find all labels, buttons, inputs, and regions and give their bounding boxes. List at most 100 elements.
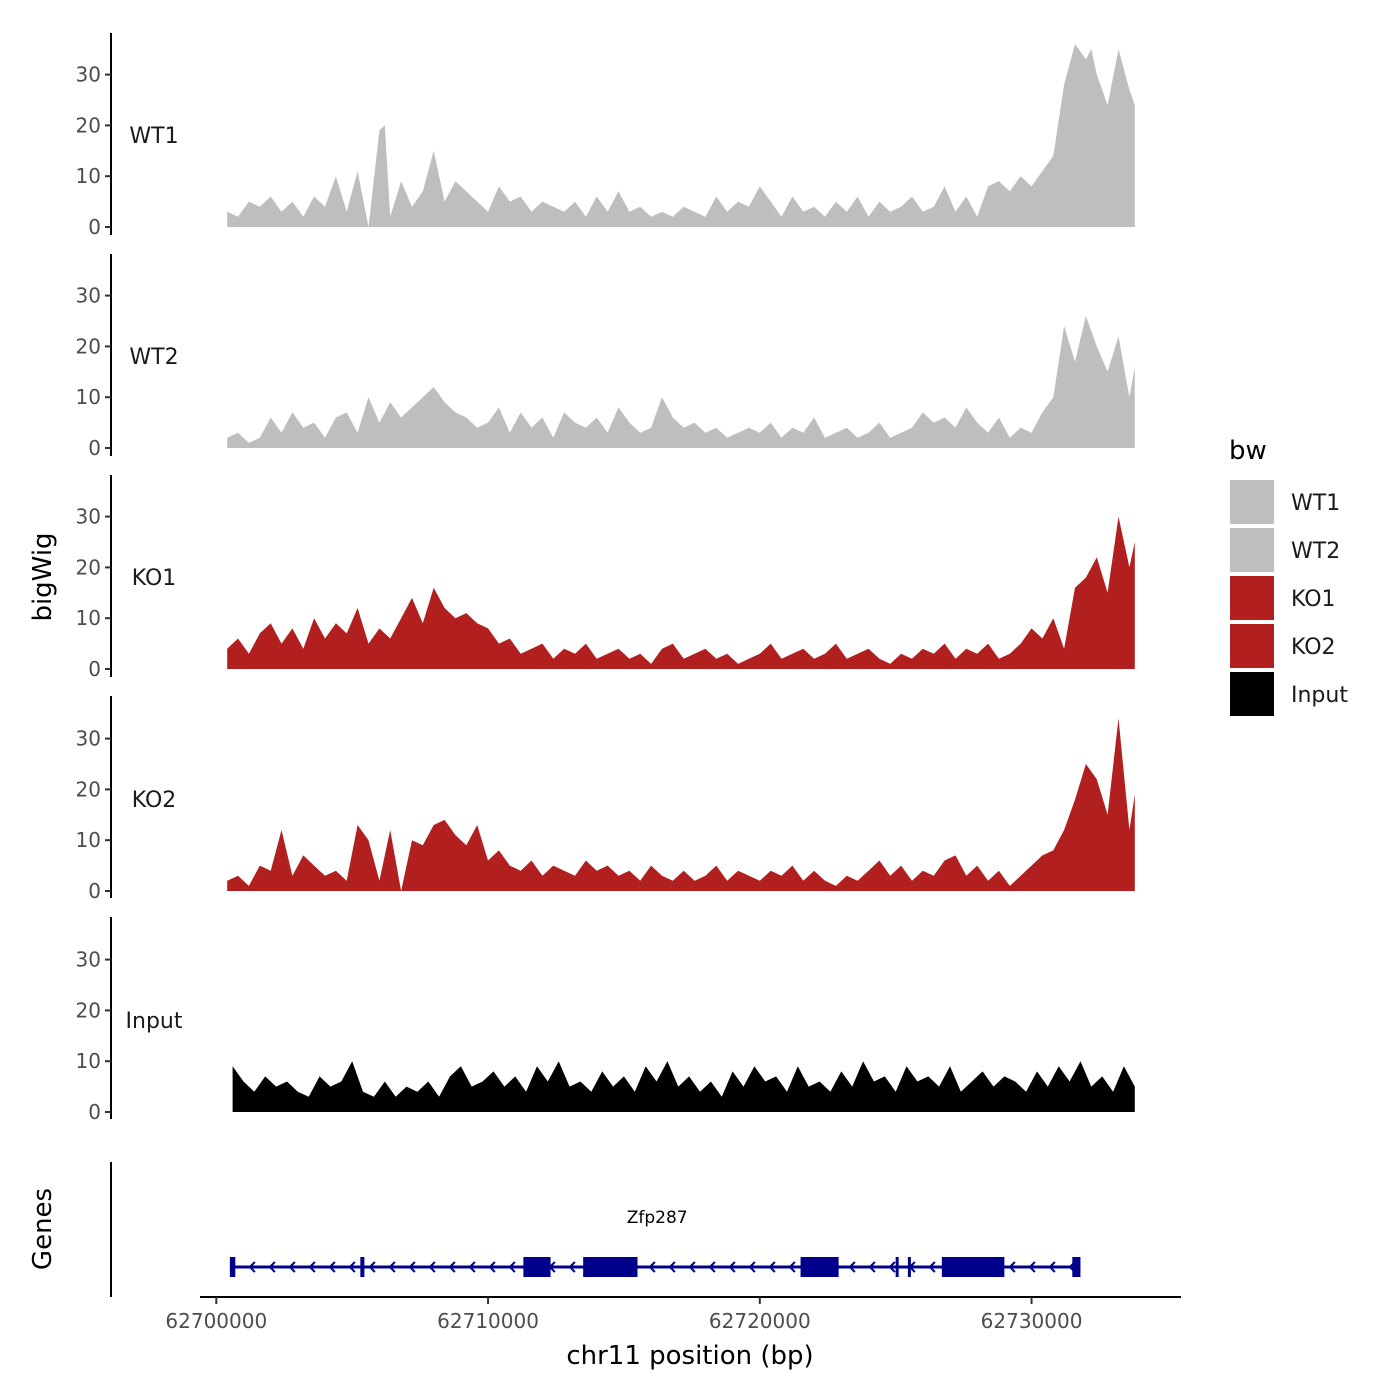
gene-models: Zfp287 <box>229 1208 1081 1277</box>
strand-arrow <box>848 1261 856 1273</box>
legend-swatch <box>1230 672 1274 716</box>
strand-arrow <box>268 1261 276 1273</box>
genes-track-title: Genes <box>28 1188 58 1270</box>
y-tick-label: 20 <box>76 334 101 358</box>
y-tick-label: 0 <box>88 1100 101 1124</box>
track-label-ko2: KO2 <box>132 788 177 813</box>
strand-arrow <box>468 1261 476 1273</box>
y-tick-label: 20 <box>76 555 101 579</box>
y-tick-label: 30 <box>76 727 101 751</box>
strand-arrow <box>308 1261 316 1273</box>
legend-item-input: Input <box>1230 672 1348 716</box>
x-tick-label: 62700000 <box>165 1309 267 1333</box>
strand-arrow <box>1028 1261 1036 1273</box>
strand-arrow <box>648 1261 656 1273</box>
legend-item-ko1: KO1 <box>1230 576 1336 620</box>
x-axis: 62700000 62710000 62720000 62730000 chr11 p… <box>165 1296 1181 1371</box>
x-axis-title: chr11 position (bp) <box>566 1341 813 1371</box>
track-wt2: 0 10 20 30 WT2 <box>76 254 1135 460</box>
legend-item-wt2: WT2 <box>1230 528 1340 572</box>
strand-arrow <box>668 1261 676 1273</box>
strand-arrow <box>708 1261 716 1273</box>
legend-swatch <box>1230 624 1274 668</box>
strand-arrow <box>748 1261 756 1273</box>
legend-swatch <box>1230 528 1274 572</box>
strand-arrow <box>1048 1261 1056 1273</box>
strand-arrow <box>328 1261 336 1273</box>
signal-area-ko1 <box>227 516 1135 669</box>
y-tick-label: 20 <box>76 113 101 137</box>
strand-arrow <box>928 1261 936 1273</box>
y-tick-label: 10 <box>76 828 101 852</box>
gene-exon <box>895 1257 899 1277</box>
y-tick-label: 10 <box>76 164 101 188</box>
strand-arrow <box>868 1261 876 1273</box>
strand-arrow <box>768 1261 776 1273</box>
track-label-input: Input <box>126 1009 183 1034</box>
legend-label: Input <box>1291 683 1348 708</box>
x-tick-label: 62720000 <box>709 1309 811 1333</box>
signal-area-ko2 <box>227 718 1135 891</box>
y-tick-label: 10 <box>76 385 101 409</box>
track-label-ko1: KO1 <box>132 566 177 591</box>
legend-label: KO2 <box>1291 635 1336 660</box>
strand-arrow <box>688 1261 696 1273</box>
strand-arrow <box>368 1261 376 1273</box>
legend-items: WT1 WT2 KO1 KO2 Input <box>1230 480 1348 716</box>
track-ko1: 0 10 20 30 KO1 <box>76 475 1135 681</box>
y-tick-label: 0 <box>88 436 101 460</box>
strand-arrow <box>248 1261 256 1273</box>
y-tick-label: 30 <box>76 63 101 87</box>
signal-area-wt1 <box>227 44 1135 227</box>
legend: bw WT1 WT2 KO1 KO2 Input <box>1229 436 1348 716</box>
y-tick-label: 0 <box>88 657 101 681</box>
strand-arrow <box>728 1261 736 1273</box>
x-tick-label: 62710000 <box>437 1309 539 1333</box>
legend-swatch <box>1230 576 1274 620</box>
strand-arrow <box>388 1261 396 1273</box>
y-axis-title: bigWig <box>28 532 58 621</box>
strand-arrow <box>1008 1261 1016 1273</box>
strand-arrow <box>888 1261 896 1273</box>
legend-label: WT2 <box>1291 539 1340 564</box>
y-tick-label: 10 <box>76 1049 101 1073</box>
strand-arrow <box>428 1261 436 1273</box>
y-tick-label: 0 <box>88 215 101 239</box>
track-input: 0 10 20 30 Input <box>76 917 1135 1124</box>
legend-title: bw <box>1229 436 1267 466</box>
y-tick-label: 20 <box>76 998 101 1022</box>
y-tick-label: 30 <box>76 284 101 308</box>
track-wt1: 0 10 20 30 WT1 <box>76 33 1135 239</box>
legend-item-ko2: KO2 <box>1230 624 1336 668</box>
gene-zfp287: Zfp287 <box>229 1208 1081 1277</box>
gene-exon <box>229 1257 236 1277</box>
strand-arrow <box>568 1261 576 1273</box>
gene-exon <box>1072 1257 1081 1277</box>
genes-panel: Genes Zfp287 <box>28 1162 1081 1297</box>
strand-arrow <box>488 1261 496 1273</box>
y-tick-label: 0 <box>88 879 101 903</box>
strand-arrow <box>448 1261 456 1273</box>
x-tick-label: 62730000 <box>981 1309 1083 1333</box>
gene-exon <box>907 1257 911 1277</box>
gene-exon <box>941 1257 1005 1277</box>
strand-arrow <box>288 1261 296 1273</box>
track-label-wt1: WT1 <box>129 124 178 149</box>
gene-label: Zfp287 <box>627 1208 688 1228</box>
y-tick-label: 30 <box>76 948 101 972</box>
y-tick-label: 20 <box>76 777 101 801</box>
strand-arrow <box>348 1261 356 1273</box>
legend-label: WT1 <box>1291 491 1340 516</box>
track-ko2: 0 10 20 30 KO2 <box>76 696 1135 903</box>
strand-arrow <box>508 1261 516 1273</box>
y-tick-label: 10 <box>76 606 101 630</box>
track-label-wt2: WT2 <box>129 345 178 370</box>
signal-area-input <box>232 1061 1135 1112</box>
legend-item-wt1: WT1 <box>1230 480 1340 524</box>
gene-exon <box>360 1257 365 1277</box>
gene-exon <box>800 1257 839 1277</box>
legend-label: KO1 <box>1291 587 1336 612</box>
x-axis-ticks: 62700000 62710000 62720000 62730000 <box>165 1297 1082 1333</box>
legend-swatch <box>1230 480 1274 524</box>
